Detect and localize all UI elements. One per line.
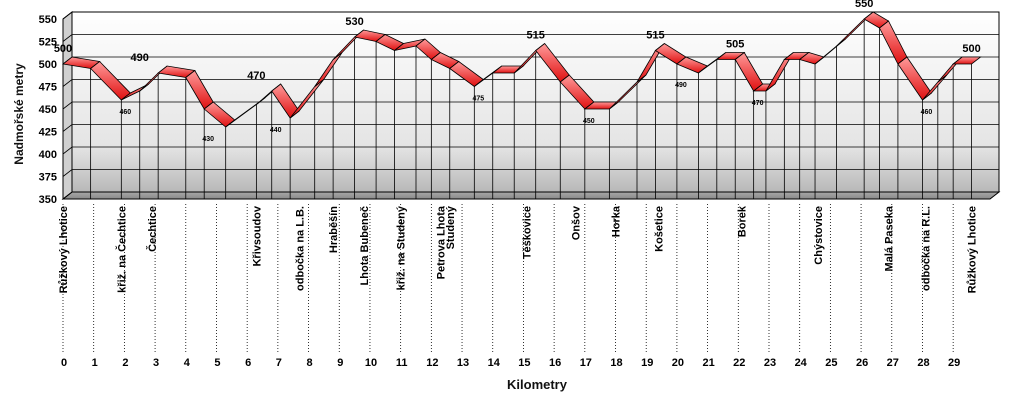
- x-tick-label: 7: [276, 357, 282, 369]
- data-label: 475: [472, 96, 484, 103]
- place-label: Lhota Bubeneč: [359, 206, 371, 285]
- y-tick-label: 450: [39, 104, 57, 116]
- place-label: Čechtice: [146, 206, 159, 252]
- gridline: [62, 146, 999, 155]
- place-label: Těškovice: [522, 206, 534, 259]
- x-tick-label: 0: [61, 357, 67, 369]
- x-axis-title: Kilometry: [507, 377, 568, 392]
- x-tick-label: 29: [948, 357, 960, 369]
- y-axis-ticks: 350 375 400 425 450 475 500 525 550: [39, 14, 57, 206]
- data-label: 470: [247, 70, 265, 82]
- floor: [61, 191, 1001, 200]
- y-tick-label: 500: [39, 59, 57, 71]
- x-tick-label: 18: [610, 357, 622, 369]
- place-label: Studený: [445, 205, 457, 249]
- place-label: Růžkový Lhotice: [58, 206, 70, 293]
- y-tick-label: 400: [39, 149, 57, 161]
- place-label: odbočka na L.B.: [294, 206, 306, 291]
- grid-lines: [62, 11, 999, 200]
- place-label: Chýstovice: [813, 206, 825, 265]
- data-label: 430: [202, 136, 214, 143]
- x-tick-label: 27: [887, 357, 899, 369]
- x-tick-label: 5: [214, 357, 220, 369]
- gridline: [62, 11, 999, 20]
- gridline: [62, 34, 999, 42]
- x-tick-label: 6: [245, 357, 251, 369]
- y-tick-label: 525: [39, 37, 57, 49]
- y-tick-label: 350: [39, 194, 57, 206]
- data-label: 550: [855, 0, 873, 10]
- x-tick-label: 8: [307, 357, 313, 369]
- place-label: Borek: [736, 205, 748, 237]
- x-tick-label: 4: [184, 357, 191, 369]
- x-tick-label: 22: [733, 357, 745, 369]
- value-drop-lines: [62, 19, 972, 199]
- x-tick-label: 23: [764, 357, 776, 369]
- x-tick-label: 13: [457, 357, 469, 369]
- place-label: Růžkový Lhotice: [967, 206, 979, 293]
- data-label: 440: [270, 127, 282, 134]
- y-tick-label: 375: [39, 172, 57, 184]
- data-label: 460: [119, 109, 131, 116]
- x-tick-label: 26: [856, 357, 868, 369]
- data-label: 460: [921, 109, 933, 116]
- x-tick-label: 10: [365, 357, 377, 369]
- x-tick-label: 14: [488, 357, 501, 369]
- place-label: Hraběšín: [328, 206, 340, 253]
- place-label: Horka: [611, 205, 623, 237]
- x-tick-label: 19: [641, 357, 653, 369]
- x-tick-label: 21: [702, 357, 714, 369]
- data-label: 500: [54, 43, 72, 55]
- place-label: Křivsoudov: [251, 205, 263, 266]
- x-tick-label: 15: [518, 357, 530, 369]
- data-label: 490: [131, 52, 149, 64]
- place-label: křiž. na Studený: [396, 205, 408, 290]
- place-label: křiž. na Čechtice: [115, 206, 128, 293]
- place-label: Košetice: [653, 206, 665, 252]
- data-label: 470: [752, 100, 764, 107]
- x-tick-label: 11: [396, 357, 408, 369]
- place-label: Onšov: [571, 205, 583, 240]
- x-tick-label: 28: [917, 357, 929, 369]
- x-tick-label: 12: [426, 357, 438, 369]
- place-label: odbočka na R.L.: [921, 206, 933, 291]
- y-tick-label: 550: [39, 14, 57, 26]
- ribbon-segment: [951, 56, 982, 65]
- data-label: 515: [646, 30, 664, 42]
- gridline: [62, 191, 999, 200]
- gridline: [62, 169, 999, 177]
- gridline: [62, 124, 999, 132]
- x-axis-ticks: 0 1 2 3 4 5 6 7 8 9 10 11 12 13 14 15 16 17 18 19 20 21 22 23 24…: [61, 357, 960, 369]
- x-tick-label: 25: [825, 357, 837, 369]
- x-tick-label: 16: [549, 357, 561, 369]
- x-tick-label: 24: [795, 357, 808, 369]
- data-label: 515: [527, 30, 545, 42]
- place-labels: Růžkový Lhotice křiž. na Čechtice Čechtice…: [58, 204, 979, 352]
- data-label: 505: [726, 39, 744, 51]
- y-tick-label: 475: [39, 82, 57, 94]
- data-label: 500: [962, 43, 980, 55]
- x-tick-label: 20: [672, 357, 684, 369]
- x-tick-label: 9: [337, 357, 343, 369]
- place-label: Petrova Lhota: [436, 205, 448, 279]
- place-label: Malá Paseka: [884, 205, 896, 271]
- x-tick-label: 1: [92, 357, 98, 369]
- data-labels: 500 460 490 430 470 440 530 475 515 450 515 490 505 4…: [54, 0, 981, 143]
- x-tick-label: 17: [580, 357, 592, 369]
- y-tick-label: 425: [39, 127, 57, 139]
- elevation-series: [62, 11, 982, 128]
- y-axis-title: Nadmořské metry: [12, 63, 26, 165]
- x-tick-label: 2: [122, 357, 128, 369]
- x-tick-label: 3: [153, 357, 159, 369]
- data-label: 530: [345, 16, 363, 28]
- gridline: [62, 79, 999, 87]
- gridline: [62, 101, 999, 110]
- data-label: 450: [583, 118, 595, 125]
- data-label: 490: [675, 82, 687, 89]
